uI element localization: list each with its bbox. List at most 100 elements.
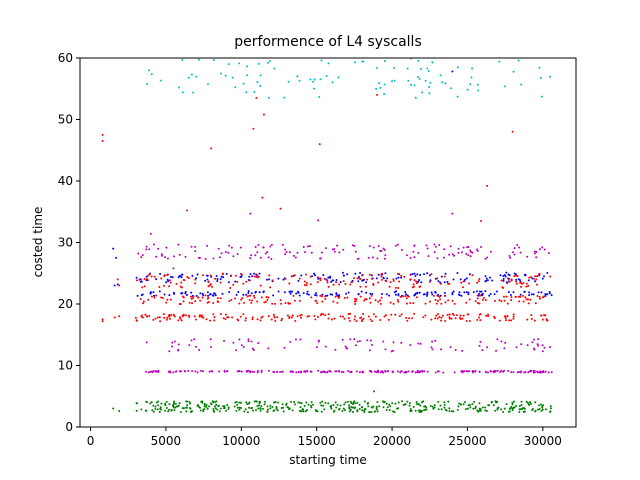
data-point — [523, 407, 526, 410]
data-point — [210, 275, 213, 278]
data-point — [201, 292, 204, 295]
data-point — [403, 275, 406, 278]
data-point — [173, 409, 176, 412]
data-point — [203, 405, 206, 408]
data-point — [510, 296, 513, 299]
data-point — [163, 275, 166, 278]
data-point — [302, 410, 305, 413]
data-point — [238, 62, 241, 65]
data-point — [272, 410, 275, 413]
data-point — [502, 286, 505, 289]
data-point — [101, 140, 104, 143]
data-point — [380, 249, 383, 252]
data-point — [204, 258, 207, 260]
data-point — [377, 369, 380, 372]
data-point — [512, 70, 515, 73]
data-point — [370, 277, 373, 280]
data-point — [179, 316, 181, 319]
data-point — [217, 404, 220, 407]
data-point — [194, 278, 197, 281]
data-point — [379, 371, 382, 374]
data-point — [173, 315, 176, 318]
data-point — [507, 291, 510, 294]
data-point — [520, 408, 523, 411]
data-point — [170, 313, 173, 316]
data-point — [535, 256, 538, 259]
data-point — [232, 283, 235, 286]
data-point — [268, 274, 271, 277]
data-point — [216, 408, 219, 411]
data-point — [461, 349, 464, 352]
data-point — [239, 275, 242, 278]
data-point — [157, 247, 160, 250]
data-point — [360, 290, 363, 293]
data-point — [477, 292, 480, 295]
data-point — [317, 277, 320, 280]
data-point — [259, 409, 262, 412]
data-point — [428, 274, 431, 277]
data-point — [208, 405, 210, 408]
data-point — [432, 294, 435, 297]
data-point — [199, 299, 202, 302]
data-point — [261, 407, 264, 410]
data-point — [503, 347, 506, 350]
data-point — [472, 370, 475, 373]
data-point — [235, 409, 238, 412]
data-point — [185, 406, 188, 409]
data-point — [405, 316, 408, 319]
data-point — [306, 290, 309, 293]
data-point — [528, 276, 531, 279]
data-point — [423, 273, 426, 276]
data-point — [478, 344, 481, 347]
data-point — [385, 402, 388, 405]
data-point — [320, 371, 323, 374]
data-point — [506, 277, 509, 280]
data-point — [427, 255, 430, 258]
data-point — [247, 340, 250, 343]
data-point — [249, 273, 252, 276]
data-point — [270, 318, 273, 321]
data-point — [270, 243, 273, 246]
data-point — [338, 283, 341, 286]
data-point — [172, 267, 175, 270]
data-point — [180, 292, 183, 295]
data-point — [215, 400, 218, 403]
data-point — [207, 300, 210, 303]
data-point — [242, 313, 245, 316]
data-point — [139, 278, 142, 281]
data-point — [529, 402, 532, 405]
data-point — [537, 338, 540, 341]
data-point — [338, 295, 341, 298]
data-point — [532, 293, 535, 296]
data-point — [479, 294, 482, 297]
data-point — [236, 406, 239, 409]
data-point — [251, 318, 254, 321]
data-point — [496, 338, 499, 341]
data-point — [322, 313, 325, 316]
data-point — [245, 280, 248, 283]
data-point — [362, 278, 365, 281]
data-point — [467, 254, 470, 257]
data-point — [433, 406, 436, 409]
data-point — [405, 293, 408, 296]
data-point — [153, 275, 156, 278]
data-point — [164, 256, 167, 259]
data-point — [215, 403, 218, 406]
data-point — [165, 301, 168, 304]
data-point — [329, 275, 332, 278]
data-point — [267, 256, 270, 259]
data-point — [376, 257, 379, 260]
data-point — [321, 300, 324, 303]
data-point — [544, 314, 547, 317]
data-point — [314, 318, 317, 321]
data-point — [184, 314, 187, 317]
data-point — [523, 290, 526, 293]
data-point — [509, 256, 512, 259]
data-point — [318, 95, 321, 98]
data-point — [409, 278, 412, 281]
data-point — [464, 278, 467, 281]
data-point — [164, 402, 167, 405]
data-point — [231, 76, 234, 79]
data-point — [534, 410, 537, 413]
data-point — [259, 284, 262, 287]
